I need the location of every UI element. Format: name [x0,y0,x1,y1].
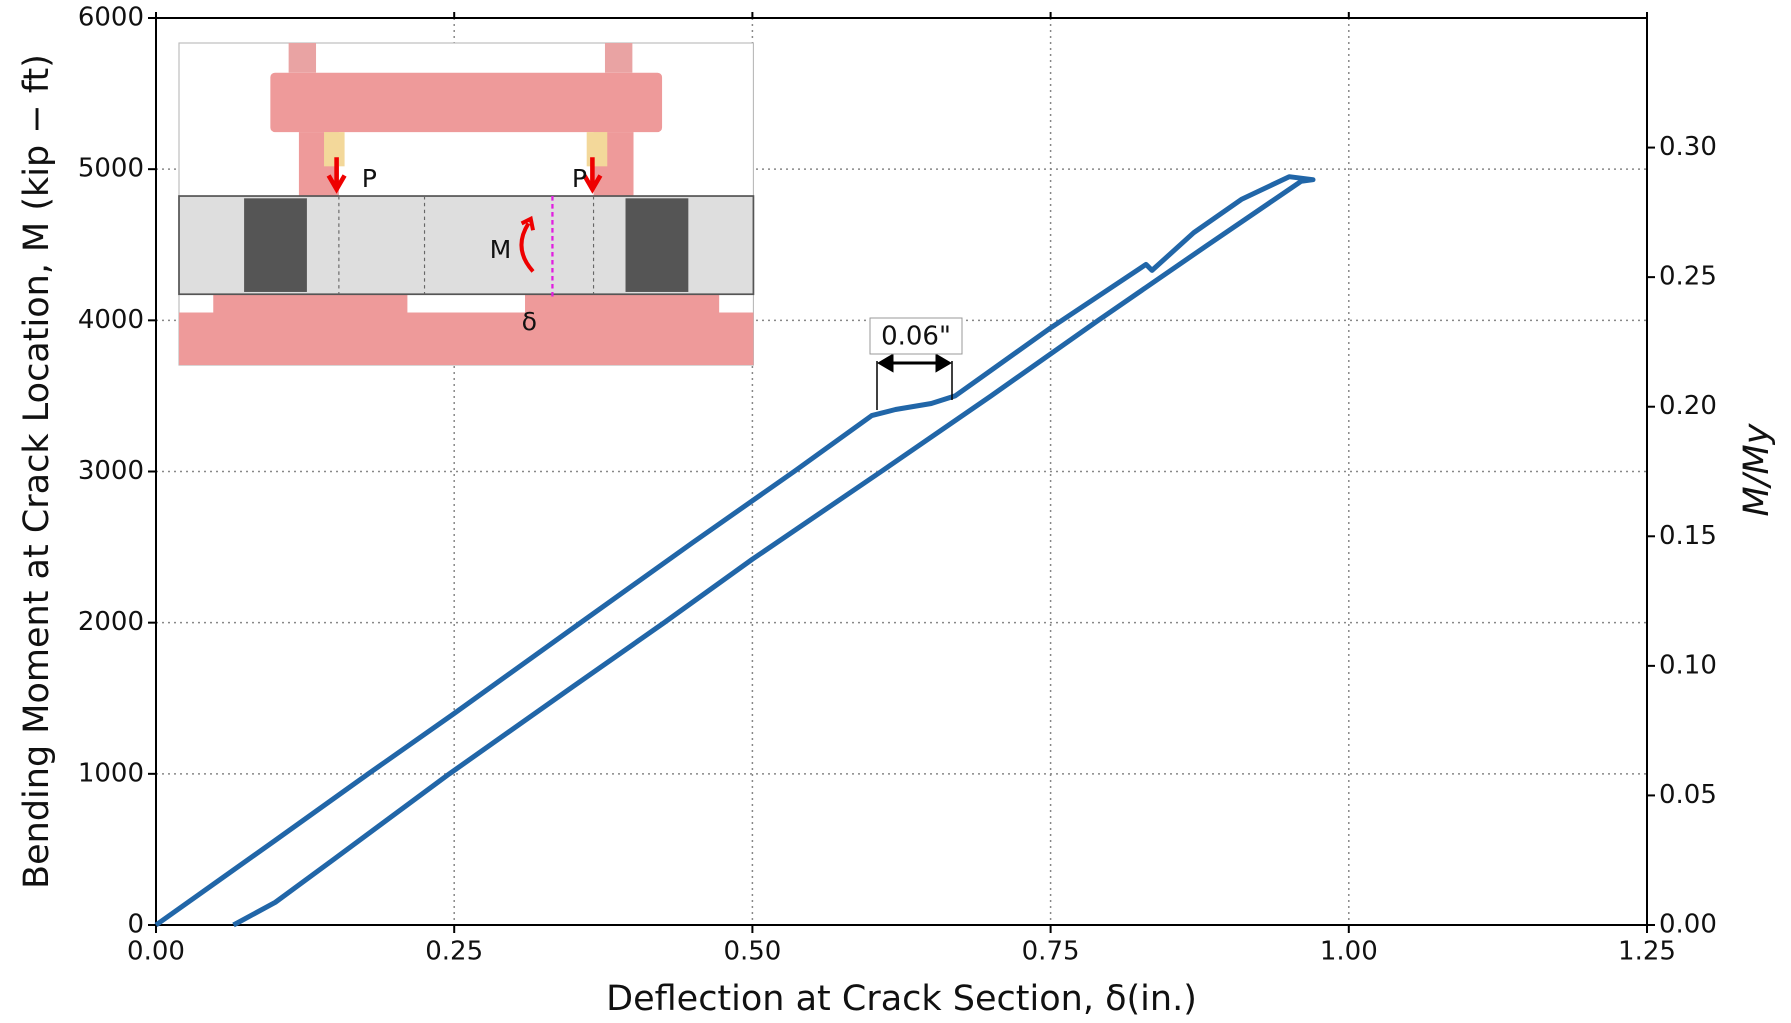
y-axis-label: Bending Moment at Crack Location, M (kip… [17,54,57,889]
x-tick-label: 1.00 [1320,937,1378,967]
rod [604,43,633,73]
annotation: 0.06" [881,322,951,352]
plot-frame [155,17,1648,926]
load-arrow [326,157,347,194]
y2-tick-label: 0.10 [1659,650,1717,680]
load-block [586,132,608,167]
y2-axis-label: M/My [1737,422,1777,516]
x-axis-label: Deflection at Crack Section, δ(in.) [606,979,1197,1019]
inset-label: δ [522,307,537,336]
top-beam [270,72,663,133]
y2-tick-label: 0.25 [1659,262,1717,292]
support [213,294,408,313]
x-tick-label: 1.25 [1618,937,1676,967]
rod [288,43,317,73]
y2-tick-label: 0.15 [1659,521,1717,551]
y-tick-label: 5000 [78,154,144,184]
data-line [154,174,1316,928]
x-tick-label: 0.75 [1022,937,1080,967]
y-tick-label: 4000 [78,305,144,335]
x-tick-label: 0.25 [425,937,483,967]
annotation-arrow [877,353,952,373]
splice [625,198,689,292]
test-setup-inset: P P M δ [178,42,755,366]
splice [244,198,307,292]
load-arrow [582,157,603,194]
y2-tick-label: 0.30 [1659,132,1717,162]
y2-tick-label: 0.00 [1659,910,1717,940]
annotation-box [869,317,963,355]
load-block [324,132,345,167]
inset-label: P [362,164,377,193]
support [525,294,720,313]
x-tick-label: 0.50 [723,937,781,967]
moment-arrow [519,215,535,273]
x-tick-label: 0.00 [127,937,185,967]
y-tick-label: 0 [127,910,144,940]
y-tick-label: 6000 [78,3,144,33]
y-tick-label: 1000 [78,758,144,788]
y2-tick-label: 0.05 [1659,780,1717,810]
y-tick-label: 2000 [78,607,144,637]
inset-label: M [490,235,512,264]
inset-label: P [572,164,587,193]
base [179,312,754,366]
y2-tick-label: 0.20 [1659,391,1717,421]
y-tick-label: 3000 [78,456,144,486]
